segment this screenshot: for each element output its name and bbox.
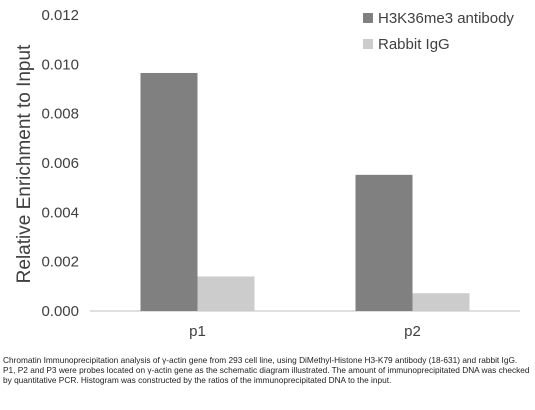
y-tick-label: 0.012 [41, 7, 79, 24]
y-tick-label: 0.010 [41, 56, 79, 73]
legend-label: H3K36me3 antibody [378, 10, 514, 27]
x-category-label: p1 [189, 323, 206, 340]
y-tick-label: 0.006 [41, 155, 79, 172]
y-axis-title: Relative Enrichment to Input [14, 44, 35, 283]
y-tick-label: 0.004 [41, 204, 79, 221]
bar-p2-antibody [355, 174, 413, 311]
chart: Relative Enrichment to Input 0.000 0.002 0… [14, 7, 520, 340]
legend-swatch [363, 13, 373, 23]
figure-caption: Chromatin Immunoprecipitation analysis o… [3, 355, 530, 385]
legend-swatch [363, 39, 373, 49]
x-category-label: p2 [404, 323, 421, 340]
y-tick-label: 0.008 [41, 106, 79, 123]
bar-p2-igg [412, 293, 470, 311]
legend-label: Rabbit IgG [378, 36, 450, 53]
y-tick-label: 0.002 [41, 254, 79, 271]
bar-p1-igg [197, 276, 255, 311]
y-tick-label: 0.000 [41, 303, 79, 320]
bar-p1-antibody [140, 72, 198, 311]
